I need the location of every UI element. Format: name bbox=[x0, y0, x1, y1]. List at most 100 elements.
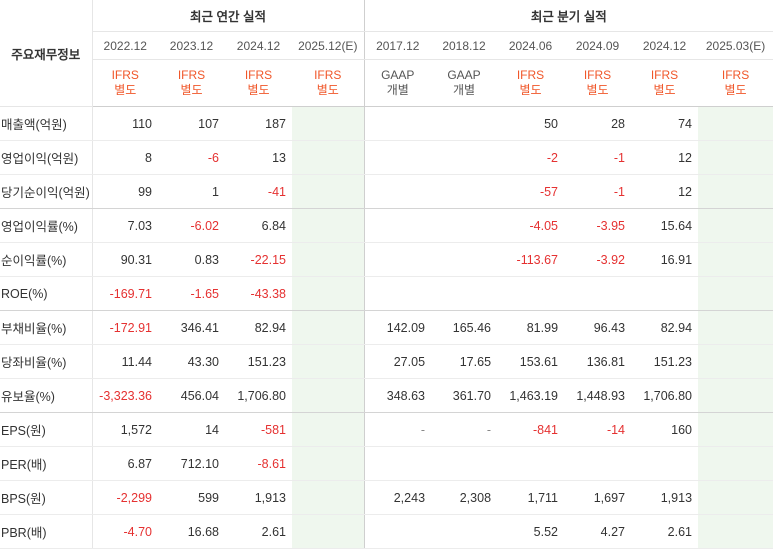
quarterly-value-cell: 82.94 bbox=[631, 310, 699, 345]
quarterly-value-cell bbox=[431, 208, 498, 243]
annual-value-cell: -3,323.36 bbox=[91, 378, 158, 413]
quarterly-value-cell bbox=[431, 242, 498, 277]
standard-scope-label: 별도 bbox=[653, 83, 676, 97]
annual-value-cell bbox=[292, 480, 365, 515]
row-label: 매출액(억원) bbox=[0, 106, 93, 141]
annual-value-cell: 1,572 bbox=[91, 412, 158, 447]
main-financial-info-header: 주요재무정보 bbox=[0, 0, 93, 107]
quarterly-value-cell bbox=[363, 446, 432, 481]
quarterly-value-cell: 1,448.93 bbox=[564, 378, 632, 413]
annual-period-header: 2022.12 bbox=[91, 31, 158, 60]
quarterly-period-header: 2025.03(E) bbox=[698, 31, 773, 60]
annual-value-cell: -8.61 bbox=[225, 446, 292, 481]
annual-value-cell: 107 bbox=[158, 106, 225, 141]
annual-accounting-standard: IFRS 별도 bbox=[91, 59, 158, 107]
annual-value-cell: -172.91 bbox=[91, 310, 158, 345]
table-row: 순이익률(%) 90.31 0.83 -22.15 -113.67 -3.92 16.91 bbox=[0, 242, 773, 277]
annual-value-cell: 90.31 bbox=[91, 242, 158, 277]
recent-quarterly-results-header: 최근 분기 실적 bbox=[363, 0, 773, 32]
quarterly-period-header: 2024.09 bbox=[564, 31, 632, 60]
table-row: 영업이익률(%) 7.03 -6.02 6.84 -4.05 -3.95 15.64 bbox=[0, 208, 773, 243]
annual-value-cell: 1 bbox=[158, 174, 225, 209]
row-label: 영업이익(억원) bbox=[0, 140, 93, 175]
annual-value-cell bbox=[292, 514, 365, 549]
quarterly-value-cell: 12 bbox=[631, 174, 699, 209]
row-label: 당좌비율(%) bbox=[0, 344, 93, 379]
quarterly-value-cell: -1 bbox=[564, 174, 632, 209]
quarterly-value-cell: 361.70 bbox=[431, 378, 498, 413]
quarterly-period-header: 2017.12 bbox=[363, 31, 432, 60]
annual-value-cell: 6.84 bbox=[225, 208, 292, 243]
quarterly-value-cell: 28 bbox=[564, 106, 632, 141]
quarterly-value-cell: 348.63 bbox=[363, 378, 432, 413]
annual-value-cell: -169.71 bbox=[91, 276, 158, 311]
table-row: 부채비율(%) -172.91 346.41 82.94 142.09 165.46 81.… bbox=[0, 310, 773, 345]
quarterly-value-cell: - bbox=[363, 412, 432, 447]
quarterly-value-cell: 1,697 bbox=[564, 480, 632, 515]
standard-scope-label: 개별 bbox=[386, 83, 409, 97]
quarterly-value-cell bbox=[698, 412, 773, 447]
annual-value-cell: -4.70 bbox=[91, 514, 158, 549]
row-label: 순이익률(%) bbox=[0, 242, 93, 277]
annual-value-cell bbox=[292, 446, 365, 481]
quarterly-value-cell: 1,711 bbox=[497, 480, 565, 515]
annual-value-cell: 1,913 bbox=[225, 480, 292, 515]
quarterly-value-cell bbox=[363, 106, 432, 141]
quarterly-value-cell: 96.43 bbox=[564, 310, 632, 345]
quarterly-value-cell: 5.52 bbox=[497, 514, 565, 549]
annual-period-header: 2024.12 bbox=[225, 31, 292, 60]
table-row: 당기순이익(억원) 99 1 -41 -57 -1 12 bbox=[0, 174, 773, 209]
annual-value-cell: -581 bbox=[225, 412, 292, 447]
quarterly-value-cell: 74 bbox=[631, 106, 699, 141]
quarterly-accounting-standard: IFRS 별도 bbox=[631, 59, 699, 107]
annual-value-cell: -41 bbox=[225, 174, 292, 209]
table-row: 유보율(%) -3,323.36 456.04 1,706.80 348.63 361.7… bbox=[0, 378, 773, 413]
table-row: 영업이익(억원) 8 -6 13 -2 -1 12 bbox=[0, 140, 773, 175]
table-row: BPS(원) -2,299 599 1,913 2,243 2,308 1,711 1,697… bbox=[0, 480, 773, 515]
standard-scope-label: 개별 bbox=[452, 83, 476, 97]
standard-type-label: IFRS bbox=[314, 68, 342, 82]
quarterly-value-cell bbox=[698, 140, 773, 175]
quarterly-value-cell bbox=[363, 208, 432, 243]
annual-value-cell: 8 bbox=[91, 140, 158, 175]
annual-value-cell: -1.65 bbox=[158, 276, 225, 311]
row-label: PBR(배) bbox=[0, 514, 93, 549]
quarterly-value-cell: 136.81 bbox=[564, 344, 632, 379]
annual-accounting-standard: IFRS 별도 bbox=[292, 59, 365, 107]
quarterly-value-cell bbox=[631, 446, 699, 481]
quarterly-value-cell bbox=[363, 140, 432, 175]
quarterly-value-cell bbox=[698, 378, 773, 413]
annual-value-cell: -2,299 bbox=[91, 480, 158, 515]
quarterly-accounting-standard: IFRS 별도 bbox=[564, 59, 632, 107]
annual-accounting-standard: IFRS 별도 bbox=[158, 59, 225, 107]
annual-value-cell: 43.30 bbox=[158, 344, 225, 379]
quarterly-accounting-standard: IFRS 별도 bbox=[497, 59, 565, 107]
standard-type-label: IFRS bbox=[244, 68, 273, 82]
quarterly-value-cell bbox=[698, 310, 773, 345]
quarterly-value-cell: -57 bbox=[497, 174, 565, 209]
annual-value-cell: 82.94 bbox=[225, 310, 292, 345]
annual-value-cell bbox=[292, 276, 365, 311]
row-label: 부채비율(%) bbox=[0, 310, 93, 345]
quarterly-value-cell: -2 bbox=[497, 140, 565, 175]
annual-value-cell bbox=[292, 378, 365, 413]
annual-accounting-standard: IFRS 별도 bbox=[225, 59, 292, 107]
standard-type-label: IFRS bbox=[583, 68, 612, 82]
quarterly-value-cell: 153.61 bbox=[497, 344, 565, 379]
quarterly-value-cell bbox=[698, 446, 773, 481]
row-label: 유보율(%) bbox=[0, 378, 93, 413]
row-label: PER(배) bbox=[0, 446, 93, 481]
annual-value-cell bbox=[292, 106, 365, 141]
quarterly-value-cell: 165.46 bbox=[431, 310, 498, 345]
quarterly-value-cell bbox=[497, 276, 565, 311]
table-row: EPS(원) 1,572 14 -581- - -841 -14 160 bbox=[0, 412, 773, 447]
quarterly-value-cell bbox=[631, 276, 699, 311]
quarterly-value-cell: 2.61 bbox=[631, 514, 699, 549]
table-row: 당좌비율(%) 11.44 43.30 151.23 27.05 17.65 153.61 1… bbox=[0, 344, 773, 379]
standard-type-label: GAAP bbox=[447, 68, 481, 82]
quarterly-value-cell: -4.05 bbox=[497, 208, 565, 243]
annual-value-cell: -6.02 bbox=[158, 208, 225, 243]
quarterly-value-cell: 2,308 bbox=[431, 480, 498, 515]
quarterly-value-cell bbox=[564, 276, 632, 311]
table-row: PER(배) 6.87 712.10 -8.61 bbox=[0, 446, 773, 481]
